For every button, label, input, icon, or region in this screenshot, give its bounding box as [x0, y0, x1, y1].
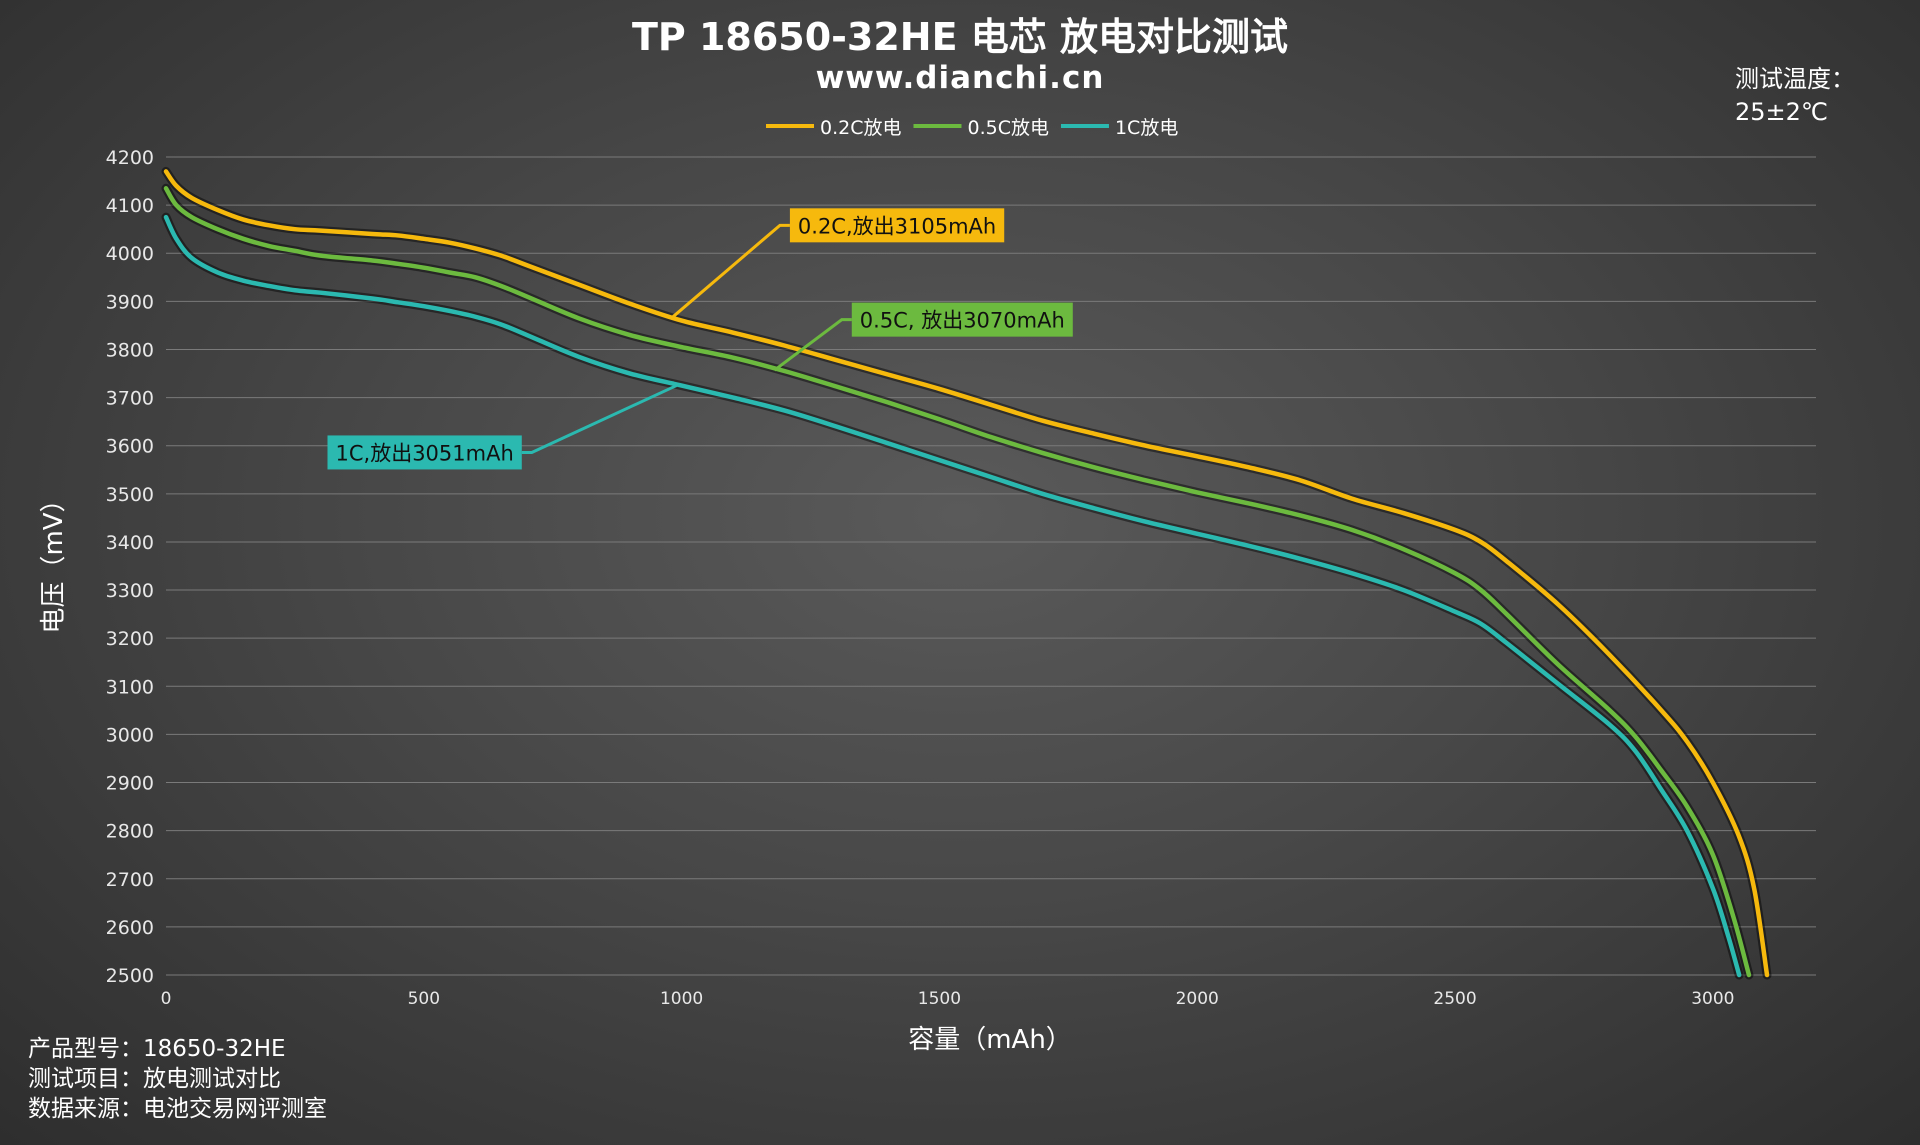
legend-label-0: 0.2C放电: [820, 117, 901, 139]
y-tick-label: 2800: [106, 821, 154, 843]
x-tick-label: 1000: [660, 989, 703, 1009]
y-tick-label: 2600: [106, 917, 154, 939]
y-tick-label: 3000: [106, 724, 154, 746]
annotation-label-1: 0.5C, 放出3070mAh: [860, 309, 1065, 333]
x-axis-ticks: 0 500 1000 1500 2000 2500 3000: [161, 989, 1735, 1009]
y-tick-label: 4000: [106, 243, 154, 265]
y-tick-label: 3700: [106, 388, 154, 410]
chart-subtitle: www.dianchi.cn: [816, 60, 1105, 96]
x-tick-label: 2000: [1176, 989, 1219, 1009]
annotation-layer: 0.2C,放出3105mAh 0.5C, 放出3070mAh 1C,放出3051mA…: [327, 208, 1073, 470]
y-axis-ticks: 2500 2600 2700 2800 2900 3000 3100 3200 3300 3400…: [106, 147, 154, 987]
series-layer: [161, 166, 1772, 980]
x-axis-title: 容量（mAh）: [908, 1025, 1072, 1055]
footer-model: 产品型号：18650-32HE: [28, 1036, 286, 1062]
temperature-value: 25±2℃: [1735, 98, 1828, 126]
temperature-label: 测试温度：: [1735, 65, 1855, 93]
legend-label-1: 0.5C放电: [967, 117, 1048, 139]
legend: 0.2C放电 0.5C放电 1C放电: [766, 117, 1178, 139]
annotation-leader-0: [670, 223, 790, 320]
y-tick-label: 3200: [106, 628, 154, 650]
series-line-1: [163, 186, 1752, 978]
annotation-box-1: [851, 302, 1073, 337]
x-tick-label: 2500: [1433, 989, 1476, 1009]
y-tick-label: 3600: [106, 436, 154, 458]
annotation-label-0: 0.2C,放出3105mAh: [798, 214, 996, 238]
y-tick-label: 3900: [106, 291, 154, 313]
x-tick-label: 1500: [918, 989, 961, 1009]
y-tick-label: 4100: [106, 195, 154, 217]
annotation-leader-1: [773, 318, 852, 372]
annotation-box-0: [789, 208, 1005, 243]
y-axis-title: 电压（mV）: [39, 486, 69, 633]
grid: [166, 156, 1816, 976]
series-line-0: [163, 169, 1770, 978]
footer-test-item: 测试项目：放电测试对比: [28, 1066, 281, 1092]
annotation-box-2: [327, 435, 522, 470]
x-tick-label: 500: [408, 989, 440, 1009]
y-tick-label: 3300: [106, 580, 154, 602]
y-tick-label: 2900: [106, 773, 154, 795]
x-tick-label: 0: [161, 989, 172, 1009]
y-tick-label: 3500: [106, 484, 154, 506]
legend-label-2: 1C放电: [1115, 117, 1178, 139]
annotation-leader-2: [521, 384, 678, 454]
annotation-label-2: 1C,放出3051mAh: [336, 441, 514, 465]
footer-source: 数据来源：电池交易网评测室: [28, 1096, 327, 1122]
y-tick-label: 3100: [106, 676, 154, 698]
y-tick-label: 4200: [106, 147, 154, 169]
x-tick-label: 3000: [1691, 989, 1734, 1009]
y-tick-label: 2700: [106, 869, 154, 891]
y-tick-label: 3400: [106, 532, 154, 554]
series-line-2: [163, 214, 1742, 978]
chart-title: TP 18650-32HE 电芯 放电对比测试: [632, 15, 1288, 59]
series-line-shadow-0: [161, 166, 1772, 980]
y-tick-label: 2500: [106, 965, 154, 987]
y-tick-label: 3800: [106, 339, 154, 361]
